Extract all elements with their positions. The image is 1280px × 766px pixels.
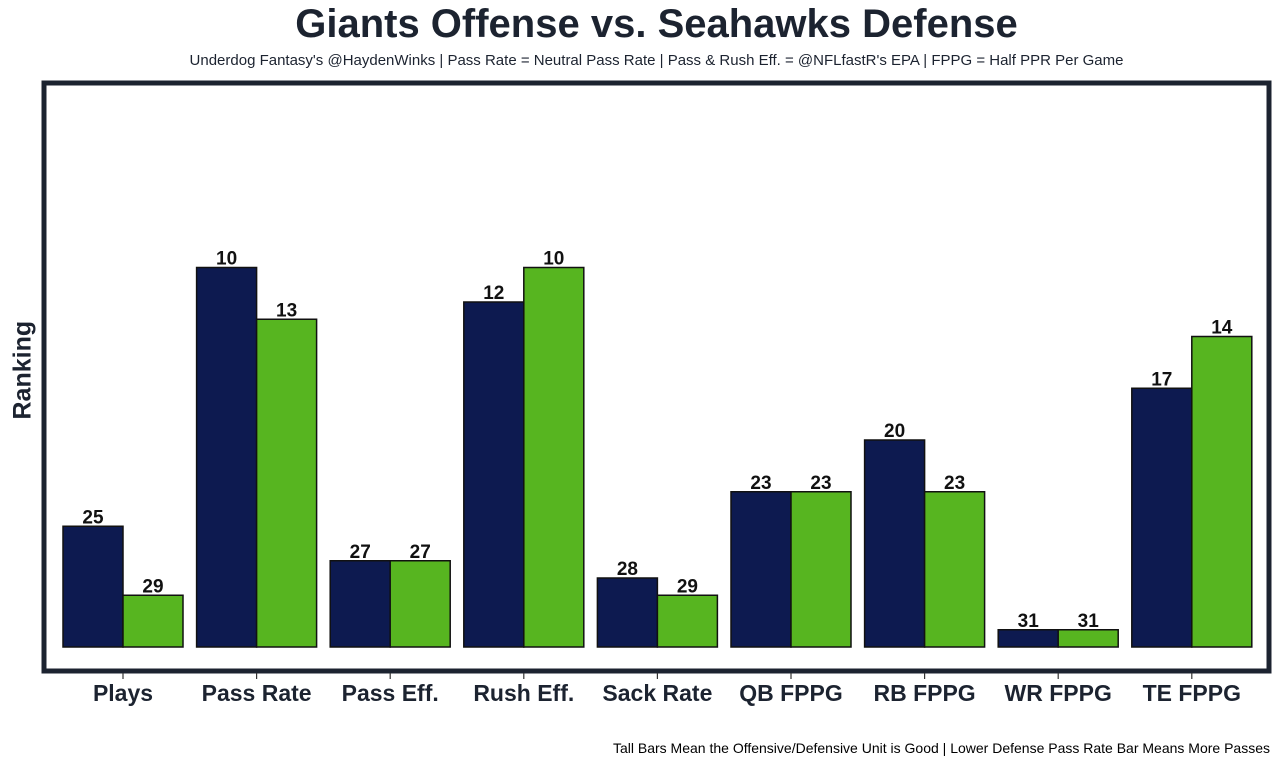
x-tick-label: QB FPPG xyxy=(739,680,843,706)
x-tick-label: WR FPPG xyxy=(1005,680,1112,706)
bar-offense-pass-rate xyxy=(195,266,258,648)
bar-offense-qb-fppg xyxy=(730,491,792,648)
bar-defense-rb-fppg xyxy=(923,491,986,648)
x-tick-label: Pass Rate xyxy=(202,680,312,706)
data-label: 31 xyxy=(1018,611,1040,632)
plot-panel-border xyxy=(41,80,1272,674)
data-label: 23 xyxy=(944,473,965,494)
x-tick-label: TE FPPG xyxy=(1143,680,1241,706)
x-tick-label: Rush Eff. xyxy=(473,680,574,706)
data-label: 28 xyxy=(617,559,638,580)
data-label: 27 xyxy=(410,542,431,563)
data-label: 27 xyxy=(350,542,371,563)
data-label: 10 xyxy=(543,249,564,270)
bar-defense-plays xyxy=(122,594,184,648)
bar-defense-pass-eff- xyxy=(389,560,451,648)
data-label: 13 xyxy=(276,300,297,321)
bar-defense-qb-fppg xyxy=(790,491,852,648)
data-label: 12 xyxy=(483,283,504,304)
bar-offense-rush-eff- xyxy=(463,301,525,648)
data-label: 29 xyxy=(677,576,698,597)
chart-subtitle: Underdog Fantasy's @HaydenWinks | Pass R… xyxy=(189,52,1124,69)
x-tick-label: Sack Rate xyxy=(602,680,712,706)
bar-offense-wr-fppg xyxy=(997,629,1059,648)
data-label: 29 xyxy=(142,576,163,597)
data-label: 31 xyxy=(1078,611,1100,632)
bar-defense-rush-eff- xyxy=(523,266,585,648)
chart-title: Giants Offense vs. Seahawks Defense xyxy=(295,2,1018,46)
bar-defense-wr-fppg xyxy=(1057,629,1119,648)
data-label: 20 xyxy=(884,421,905,442)
bar-offense-te-fppg xyxy=(1131,387,1193,648)
data-label: 25 xyxy=(82,507,104,528)
x-tick-label: Plays xyxy=(93,680,153,706)
bar-defense-te-fppg xyxy=(1191,335,1253,648)
data-label: 17 xyxy=(1151,369,1172,390)
bar-offense-rb-fppg xyxy=(863,439,926,648)
data-label: 23 xyxy=(810,473,831,494)
x-tick-label: RB FPPG xyxy=(873,680,975,706)
bar-offense-pass-eff- xyxy=(329,560,391,648)
data-label: 23 xyxy=(750,473,771,494)
bar-offense-plays xyxy=(62,525,124,648)
data-label: 10 xyxy=(216,249,237,270)
x-tick-label: Pass Eff. xyxy=(342,680,439,706)
bar-defense-sack-rate xyxy=(656,594,719,648)
bar-defense-pass-rate xyxy=(255,318,318,648)
chart-caption: Tall Bars Mean the Offensive/Defensive U… xyxy=(612,740,1270,756)
data-label: 14 xyxy=(1211,318,1233,339)
bar-offense-sack-rate xyxy=(596,577,659,648)
